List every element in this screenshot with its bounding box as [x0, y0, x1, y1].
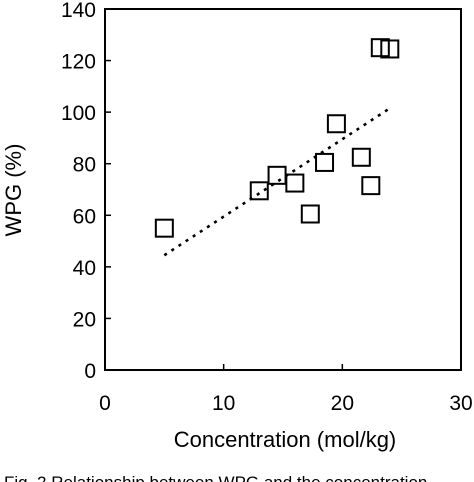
data-points	[154, 38, 400, 238]
x-axis-title: Concentration (mol/kg)	[174, 427, 397, 452]
trendline	[163, 107, 391, 257]
y-tick-label: 140	[61, 0, 96, 22]
y-tick-label: 40	[73, 257, 96, 280]
y-tick-label: 20	[73, 308, 96, 331]
x-tick-label: 20	[331, 392, 354, 415]
x-tick-label: 10	[212, 392, 235, 415]
data-point	[326, 114, 346, 134]
trendline-group	[163, 107, 391, 257]
y-tick-label: 60	[73, 205, 96, 228]
data-point	[154, 218, 174, 238]
data-point	[315, 152, 335, 172]
data-point	[285, 173, 305, 193]
y-tick-label: 80	[73, 154, 96, 177]
x-axis-ticks: 0 10 20 30	[99, 364, 473, 415]
x-tick-label: 0	[99, 392, 111, 415]
y-axis-ticks: 0 20 40 60 80 100 120 140	[61, 0, 111, 383]
plot-frame	[104, 8, 462, 371]
axes	[104, 8, 462, 371]
y-tick-label: 0	[84, 360, 96, 383]
data-point	[380, 39, 400, 59]
y-axis-title: WPG (%)	[1, 144, 26, 237]
figure-caption: Fig. 2 Relationship between WPG and the …	[4, 473, 427, 482]
x-tick-label: 30	[449, 392, 472, 415]
y-tick-label: 100	[61, 102, 96, 125]
y-tick-label: 120	[61, 51, 96, 74]
data-point	[361, 176, 381, 196]
data-point	[351, 147, 371, 167]
data-point	[300, 204, 320, 224]
data-point	[249, 181, 269, 201]
data-point	[267, 165, 287, 185]
